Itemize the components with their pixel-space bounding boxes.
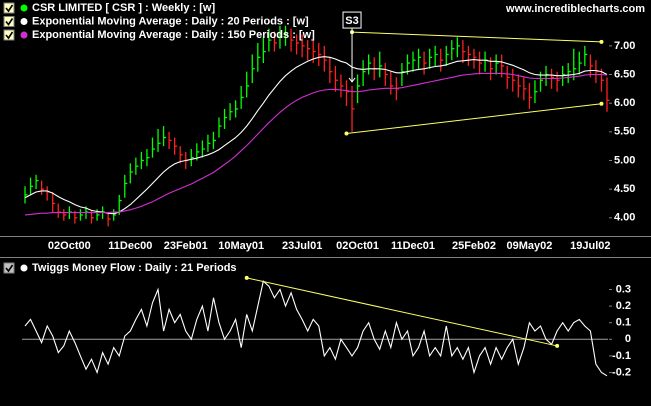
y-tick-label: 0.2 (616, 300, 631, 312)
legend-label: CSR LIMITED [ CSR ] : Weekly : [w] (32, 2, 215, 14)
x-tick-label: 02Oct00 (48, 240, 91, 252)
x-tick-label: 11Dec00 (108, 240, 152, 252)
y-tick-label: 4.00 (614, 212, 635, 224)
moving-average-line (24, 56, 608, 215)
x-tick-label: 09May02 (506, 240, 552, 252)
checkmark (5, 264, 14, 273)
y-tick-label: 7.00 (614, 40, 635, 52)
y-tick-label: 0.3 (616, 283, 631, 295)
checkmark (5, 31, 14, 40)
legend-label: Exponential Moving Average : Daily : 20 … (32, 15, 309, 27)
x-tick-label: 02Oct01 (336, 240, 379, 252)
watermark: www.incrediblecharts.com (505, 3, 645, 15)
trendline (246, 277, 558, 347)
legend-marker (20, 31, 28, 39)
trendline-handle (599, 101, 604, 106)
trendline-handle (344, 131, 349, 136)
y-tick-label: 0 (625, 333, 631, 345)
y-tick-label: -0.1 (612, 350, 631, 362)
legend-checkbox[interactable] (3, 29, 15, 41)
x-tick-label: 10May01 (218, 240, 264, 252)
legend-label: Twiggs Money Flow : Daily : 21 Periods (32, 262, 237, 274)
x-tick-label: 23Feb01 (164, 240, 208, 252)
annotation-label: S3 (345, 15, 358, 27)
moving-average-line (24, 72, 608, 216)
x-tick-label: 19Jul02 (570, 240, 610, 252)
y-tick-label: 0.1 (616, 317, 631, 329)
trendline (346, 103, 602, 135)
y-tick-label: 5.50 (614, 126, 635, 138)
y-tick-label: 4.50 (614, 183, 635, 195)
trendline-handle (599, 39, 604, 44)
x-tick-label: 11Dec01 (391, 240, 435, 252)
x-tick-label: 25Feb02 (452, 240, 496, 252)
trendline (352, 31, 602, 43)
annotation-arrowhead (348, 77, 356, 83)
y-tick-label: -0.2 (612, 366, 631, 378)
checkmark (5, 18, 14, 26)
legend-marker (20, 18, 28, 25)
annotation-box (342, 11, 362, 29)
trendline-handle (555, 343, 560, 348)
legend-checkbox[interactable] (3, 16, 15, 27)
trendline-handle (244, 275, 249, 280)
legend-label: Exponential Moving Average : Daily : 150… (32, 29, 315, 41)
y-tick-label: 6.00 (614, 97, 635, 109)
legend-checkbox[interactable] (3, 2, 15, 14)
legend-checkbox[interactable] (3, 262, 15, 274)
y-tick-label: 5.00 (614, 154, 635, 166)
indicator-line (24, 280, 608, 377)
x-tick-label: 23Jul01 (282, 240, 322, 252)
checkmark (5, 4, 14, 13)
y-tick-label: 6.50 (614, 68, 635, 80)
legend-marker (20, 264, 28, 272)
legend-marker (20, 4, 28, 12)
